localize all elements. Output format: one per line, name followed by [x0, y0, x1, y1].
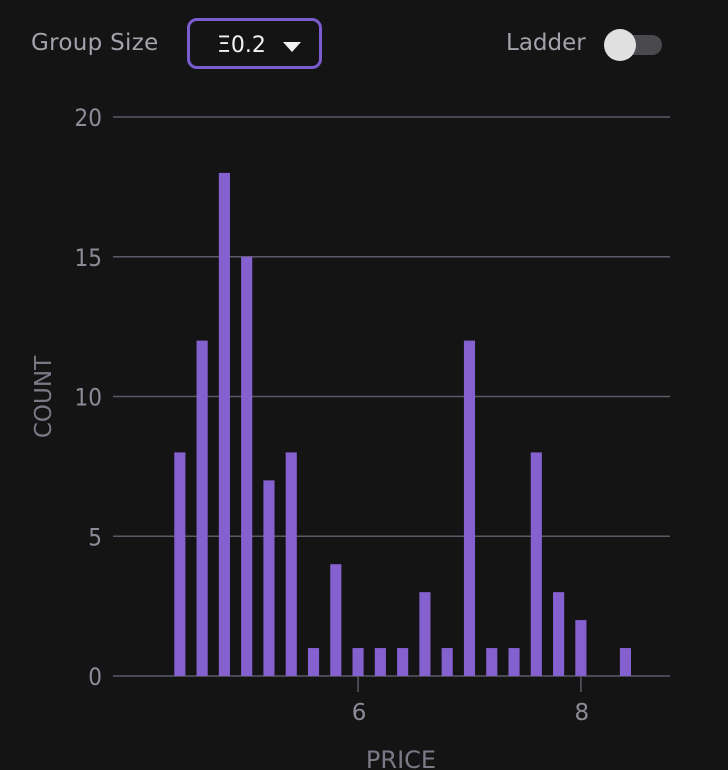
- y-tick-label: 15: [75, 244, 102, 272]
- y-axis-title: COUNT: [31, 355, 57, 438]
- group-size-value: Ξ0.2: [217, 33, 266, 58]
- histogram-bar: [441, 648, 453, 676]
- histogram-bar: [530, 452, 542, 676]
- group-size-select[interactable]: Ξ0.2: [187, 18, 322, 69]
- histogram-bar: [196, 340, 208, 676]
- histogram-bar: [307, 648, 320, 676]
- histogram-bar: [486, 648, 498, 676]
- histogram-bar: [285, 452, 297, 676]
- chevron-down-icon: [283, 42, 301, 52]
- group-size-label: Group Size: [31, 30, 159, 56]
- ladder-toggle[interactable]: [604, 29, 662, 61]
- histogram-bar: [575, 620, 587, 676]
- y-tick-label: 10: [75, 384, 102, 412]
- histogram-bar: [397, 648, 409, 676]
- histogram-bar: [263, 480, 275, 676]
- histogram-bar: [218, 172, 230, 676]
- histogram-bar: [508, 648, 520, 676]
- histogram-bar: [374, 648, 386, 676]
- histogram-bar: [419, 592, 431, 676]
- histogram-bar: [553, 592, 565, 676]
- histogram-bar: [174, 452, 186, 676]
- histogram-bar: [619, 648, 632, 676]
- histogram-bar: [330, 564, 342, 676]
- histogram-bar: [463, 340, 476, 676]
- y-tick-label: 20: [75, 104, 102, 132]
- y-tick-label: 0: [88, 663, 102, 691]
- ladder-label: Ladder: [506, 30, 586, 56]
- y-tick-label: 5: [88, 523, 102, 551]
- toggle-knob: [604, 29, 636, 61]
- x-axis-title: PRICE: [366, 746, 436, 770]
- x-tick-label: 6: [352, 700, 367, 726]
- x-tick-label: 8: [575, 700, 590, 726]
- histogram-bar: [352, 648, 364, 676]
- histogram-bar: [241, 256, 253, 676]
